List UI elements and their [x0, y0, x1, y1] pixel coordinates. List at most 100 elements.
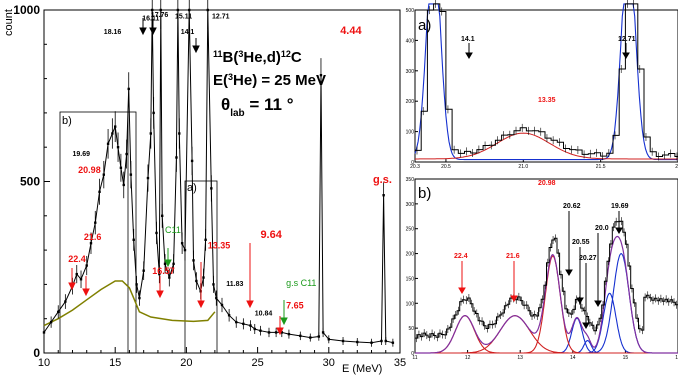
data-point [274, 331, 278, 334]
inset-a-y-tick-label: 400 [406, 38, 415, 44]
data-point [370, 341, 373, 344]
data-point [195, 279, 198, 283]
data-point [172, 262, 175, 266]
inset-a-peak-14-1: 14.1 [461, 36, 475, 43]
data-point [327, 338, 330, 341]
black-annotation-arrows [139, 18, 200, 54]
data-point [267, 331, 271, 334]
inset-b-points [415, 217, 677, 343]
peak-label: 19.69 [72, 151, 90, 158]
data-point [227, 314, 231, 317]
inset-a-panel: a) 0 100 200 300 400 500 20.3 20.5 21.0 21.5 22 1… [406, 0, 678, 170]
data-point [356, 340, 359, 344]
inset-b-x-tick-label: 11 [412, 355, 417, 361]
data-point [119, 166, 123, 169]
inset-b-y-tick-label: 50 [408, 326, 414, 332]
inset-b-y-tick-label: 250 [406, 227, 415, 233]
peak-label: 18.16 [104, 29, 122, 36]
inset-b-peak-22-4: 22.4 [454, 253, 468, 260]
y-tick-label: 0 [33, 346, 40, 360]
reaction-equation: 11B(3He,d)12C [213, 49, 302, 66]
inset-b-x-tick-label: 12 [465, 355, 471, 361]
inset-b-x-tick-label: 13 [517, 355, 523, 361]
inset-a-points [416, 0, 678, 161]
data-point [309, 336, 312, 339]
inset-b-y-tick-label: 150 [406, 276, 415, 282]
y-axis-label: count [3, 9, 15, 36]
peak-label: 9.64 [260, 229, 282, 241]
beam-energy: E(3He) = 25 MeV [213, 72, 326, 89]
peak-label: 4.44 [340, 25, 362, 37]
data-point [249, 324, 252, 327]
inset-b-peak-20-0: 20.0 [595, 225, 609, 232]
peak-label: C11 [165, 225, 181, 235]
data-point [149, 132, 152, 135]
inset-a-y-tick-label: 300 [406, 69, 415, 75]
data-point [259, 329, 262, 332]
inset-a-peak-13-35: 13.35 [538, 97, 556, 104]
peak-label: 22.4 [68, 254, 86, 264]
green-annotation-arrows [164, 248, 288, 326]
inset-b-tag: b) [418, 185, 431, 202]
x-tick-label: 35 [394, 357, 406, 369]
inset-b-y-tick-label: 350 [406, 177, 415, 183]
peak-label: g.s. [373, 174, 392, 186]
x-tick-label: 25 [251, 357, 263, 369]
inset-a-y-tick-label: 500 [406, 8, 415, 14]
x-tick-label: 30 [323, 357, 335, 369]
data-point [106, 142, 110, 145]
data-point [142, 269, 145, 272]
data-point [64, 300, 67, 303]
data-point [155, 231, 158, 235]
inset-b-x-tick-label: 15 [623, 355, 629, 361]
inset-b-peak-21-6: 21.6 [506, 253, 520, 260]
inset-a-y-ticks: 0 100 200 300 400 500 [406, 8, 418, 166]
inset-a-arrows [465, 43, 630, 59]
data-point [175, 156, 178, 159]
data-point [102, 173, 106, 176]
y-axis-ticks: 0 500 1000 [13, 3, 50, 360]
peak-label: 12.71 [212, 14, 230, 21]
inset-b-peak-19-69: 19.69 [611, 203, 629, 210]
data-point [206, 8, 209, 12]
data-point [280, 331, 284, 334]
inset-b-y-tick-label: 300 [406, 202, 415, 208]
inset-b-y-tick-label: 100 [406, 301, 415, 307]
data-point [384, 339, 387, 343]
inset-a-x-tick-label: 21.5 [596, 164, 606, 170]
spectrum-line [43, 9, 394, 344]
data-point [391, 341, 395, 344]
x-tick-label: 10 [38, 357, 50, 369]
data-point [317, 335, 321, 338]
y-tick-label: 1000 [13, 3, 40, 17]
peak-label: 16.57 [152, 266, 175, 276]
y-tick-label: 500 [20, 175, 40, 189]
spectrum-points [42, 0, 395, 347]
inset-a-y-tick-label: 100 [406, 130, 415, 136]
data-point [152, 111, 155, 115]
data-point [135, 283, 138, 286]
peak-label: 17.76 [151, 12, 169, 19]
inset-a-frame [414, 9, 678, 163]
data-point [188, 8, 191, 12]
data-point [202, 276, 205, 279]
data-point [319, 73, 323, 77]
inset-b-arrows [458, 211, 623, 329]
data-point [382, 194, 385, 197]
lab-angle: θlab = 11 ° [221, 95, 294, 119]
data-point [242, 322, 245, 326]
data-point [176, 8, 180, 12]
data-point [122, 183, 125, 187]
data-point [287, 332, 291, 336]
data-point [163, 262, 167, 266]
data-point [75, 272, 78, 276]
reaction-annotation: 11B(3He,d)12C E(3He) = 25 MeV θlab = 11 … [213, 49, 326, 119]
inset-a-peak-12-71: 12.71 [618, 36, 636, 43]
data-point [180, 242, 184, 245]
inset-a-tag: a) [418, 17, 431, 34]
inset-b-panel: b) 0 50 100 150 200 250 300 350 11 12 13 14 15 16 20… [406, 177, 678, 361]
inset-b-y-tick-label: 200 [406, 252, 415, 258]
data-point [116, 146, 120, 149]
x-tick-label: 15 [109, 357, 121, 369]
